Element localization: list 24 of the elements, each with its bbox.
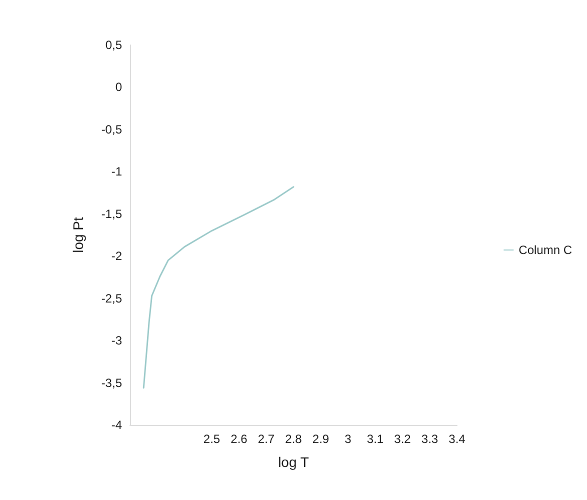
- legend-label: Column C: [518, 243, 572, 257]
- x-tick-label: 2.7: [258, 432, 275, 446]
- x-tick-label: 2.9: [312, 432, 330, 446]
- x-tick-label: 3: [344, 432, 352, 446]
- y-tick-label: -2: [111, 249, 122, 264]
- y-tick-label: -2,5: [101, 291, 122, 306]
- x-tick-label: 2.8: [285, 432, 302, 446]
- y-tick-label: -1: [111, 164, 122, 179]
- y-tick-label: 0,5: [105, 38, 122, 52]
- x-tick-label: 3.2: [394, 432, 412, 446]
- y-tick-label: -3: [111, 334, 122, 348]
- y-tick-label: -1,5: [101, 206, 122, 221]
- y-tick-label: 0: [115, 80, 122, 94]
- x-tick-label: 3.4: [448, 432, 466, 446]
- x-tick-label: 2.5: [203, 432, 220, 446]
- y-tick-label: -4: [111, 418, 122, 432]
- x-axis-title: log T: [278, 454, 310, 470]
- x-tick-label: 3.3: [421, 432, 438, 446]
- y-axis-title: log Pt: [70, 216, 86, 253]
- y-tick-label: -3,5: [101, 376, 122, 390]
- line-series: [142, 186, 294, 389]
- y-tick-label: -0,5: [101, 122, 122, 136]
- x-tick-label: 2.6: [230, 432, 248, 446]
- x-tick-label: 3.1: [366, 432, 384, 446]
